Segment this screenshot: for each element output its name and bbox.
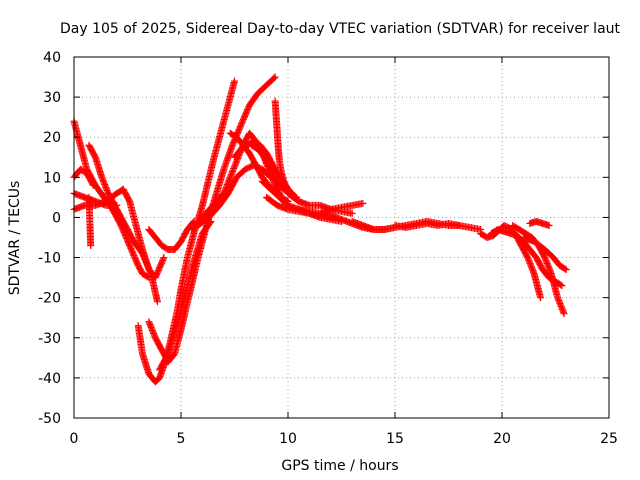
data-point <box>153 298 161 306</box>
data-point <box>206 219 214 227</box>
series-track-28 <box>526 217 553 229</box>
data-point <box>271 73 279 81</box>
y-tick-label: 30 <box>43 90 61 106</box>
data-point <box>558 282 566 290</box>
series-track-6 <box>119 185 168 282</box>
y-tick-label: -30 <box>38 331 61 347</box>
x-tick-label: 20 <box>493 431 511 447</box>
series-track-17 <box>271 97 296 197</box>
y-tick-label: 0 <box>52 210 61 226</box>
y-tick-label: 20 <box>43 130 61 146</box>
x-tick-label: 25 <box>600 431 618 447</box>
series-track-24 <box>391 219 463 231</box>
axis-ticks <box>73 56 610 419</box>
y-tick-label: 10 <box>43 170 61 186</box>
plot-frame <box>73 56 610 419</box>
x-tick-labels: 0 5 10 15 20 25 <box>70 431 618 447</box>
y-tick-label: -10 <box>38 251 61 267</box>
x-tick-label: 10 <box>279 431 297 447</box>
data-point <box>87 242 95 250</box>
series-track-29 <box>519 234 570 274</box>
data-point <box>89 181 97 189</box>
data-point <box>537 294 545 302</box>
series-track-13 <box>194 161 275 229</box>
series-track-3 <box>70 165 97 189</box>
data-point <box>359 199 367 207</box>
data-point <box>348 209 356 217</box>
data-point <box>207 217 215 225</box>
data-point <box>545 221 553 229</box>
y-tick-label: 40 <box>43 50 61 66</box>
series-track-10 <box>156 217 215 374</box>
data-point <box>560 310 568 318</box>
data-point <box>160 254 168 262</box>
data-point <box>89 180 97 188</box>
y-tick-label: -20 <box>38 291 61 307</box>
x-axis-title: GPS time / hours <box>281 458 398 474</box>
y-tick-label: -40 <box>38 371 61 387</box>
y-tick-label: -50 <box>38 411 61 427</box>
y-tick-labels: -50 -40 -30 -20 -10 0 10 20 30 40 <box>38 50 61 427</box>
x-tick-label: 15 <box>386 431 404 447</box>
data-point <box>561 265 569 273</box>
data-point <box>159 255 167 263</box>
series-track-22 <box>316 199 367 217</box>
data-point <box>270 74 278 82</box>
data-point <box>562 266 570 274</box>
data-point <box>113 201 121 209</box>
series-track-8 <box>134 77 238 386</box>
x-tick-label: 0 <box>70 431 79 447</box>
y-axis-title: SDTVAR / TECUs <box>7 181 23 296</box>
chart-title: Day 105 of 2025, Sidereal Day-to-day VTE… <box>60 21 621 37</box>
data-points <box>70 73 570 386</box>
x-tick-label: 5 <box>177 431 186 447</box>
data-point <box>231 77 238 85</box>
data-point <box>455 221 463 229</box>
data-point <box>557 281 565 289</box>
series-track-16 <box>248 141 301 201</box>
